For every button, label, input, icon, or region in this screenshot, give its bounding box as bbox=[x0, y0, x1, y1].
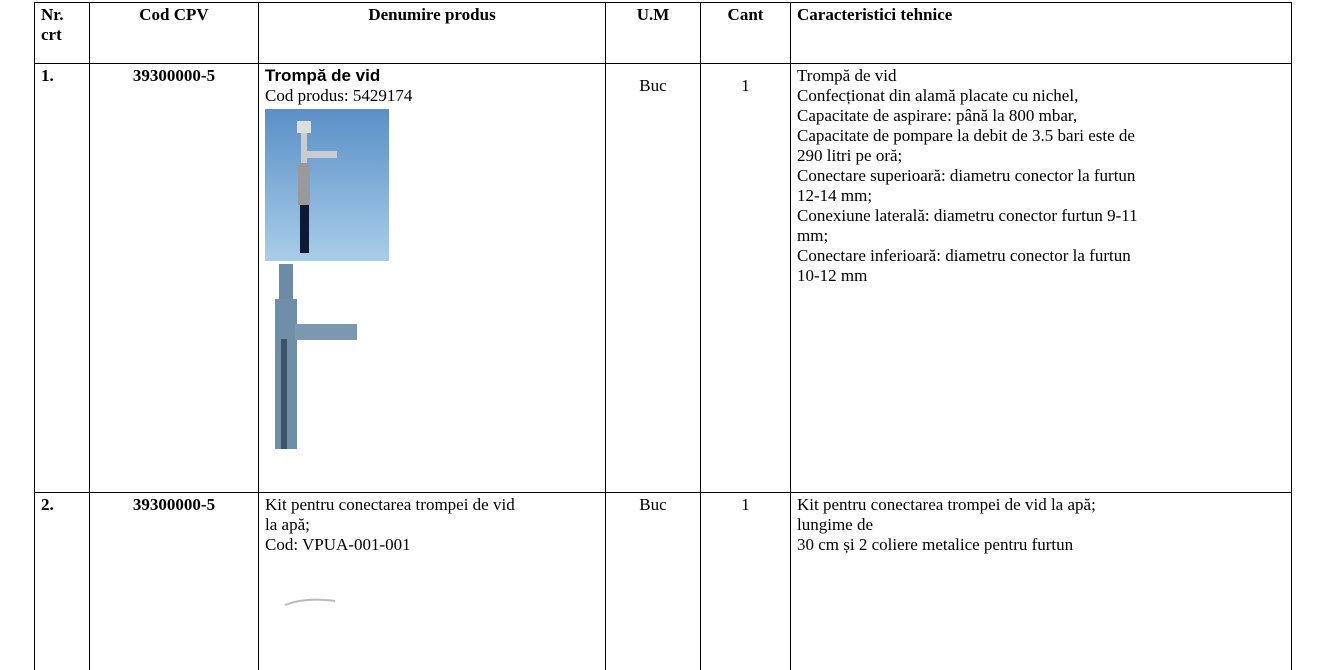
spec-line: Capacitate de aspirare: până la 800 mbar… bbox=[797, 106, 1078, 125]
header-cell: Cant bbox=[700, 2, 791, 64]
header-cell: Nr. crt bbox=[34, 2, 90, 64]
spec-line: 30 cm și 2 coliere metalice pentru furtu… bbox=[797, 535, 1074, 554]
specs-cell: Kit pentru conectarea trompei de vid la … bbox=[790, 492, 1292, 670]
cant-cell: 1 bbox=[700, 63, 791, 493]
cpv-cell: 39300000-5 bbox=[89, 492, 259, 670]
spec-line: Conexiune laterală: diametru conector fu… bbox=[797, 206, 1138, 225]
specs-cell: Trompă de vid Confecționat din alamă plac… bbox=[790, 63, 1292, 493]
um-cell: Buc bbox=[605, 63, 701, 493]
nr-cell: 1. bbox=[34, 63, 90, 493]
spec-line: Capacitate de pompare la debit de 3.5 ba… bbox=[797, 126, 1135, 145]
header-cell: Caracteristici tehnice bbox=[790, 2, 1292, 64]
header-cell: U.M bbox=[605, 2, 701, 64]
product-image bbox=[265, 109, 389, 449]
spec-line: mm; bbox=[797, 226, 829, 245]
product-name: Kit pentru conectarea trompei de vid la … bbox=[265, 495, 515, 534]
cant-cell: 1 bbox=[700, 492, 791, 670]
spec-line: Conectare inferioară: diametru conector … bbox=[797, 246, 1131, 265]
product-code: Cod: VPUA-001-001 bbox=[265, 535, 411, 554]
name-cell: Trompă de vid Cod produs: 5429174 bbox=[258, 63, 606, 493]
spec-line: lungime de bbox=[797, 515, 874, 534]
header-row: Nr. crt Cod CPV Denumire produs U.M Cant… bbox=[34, 2, 1292, 64]
row: 2. 39300000-5 Kit pentru conectarea trom… bbox=[34, 492, 1292, 670]
row: 1. 39300000-5 Trompă de vid Cod produs: … bbox=[34, 63, 1292, 493]
name-cell: Kit pentru conectarea trompei de vid la … bbox=[258, 492, 606, 670]
header-cell: Cod CPV bbox=[89, 2, 259, 64]
product-table: Nr. crt Cod CPV Denumire produs U.M Cant… bbox=[34, 2, 1292, 670]
spec-line: Confecționat din alamă placate cu nichel… bbox=[797, 86, 1079, 105]
cpv-cell: 39300000-5 bbox=[89, 63, 259, 493]
spec-line: 10-12 mm bbox=[797, 266, 868, 285]
spec-line: 290 litri pe oră; bbox=[797, 146, 903, 165]
header-cell: Denumire produs bbox=[258, 2, 606, 64]
product-code: Cod produs: 5429174 bbox=[265, 86, 413, 105]
spec-line: Kit pentru conectarea trompei de vid la … bbox=[797, 495, 1096, 514]
product-name: Trompă de vid bbox=[265, 66, 381, 85]
spec-line: Conectare superioară: diametru conector … bbox=[797, 166, 1136, 185]
nr-cell: 2. bbox=[34, 492, 90, 670]
spec-line: 12-14 mm; bbox=[797, 186, 873, 205]
product-image bbox=[284, 598, 336, 606]
spec-line: Trompă de vid bbox=[797, 66, 897, 85]
um-cell: Buc bbox=[605, 492, 701, 670]
